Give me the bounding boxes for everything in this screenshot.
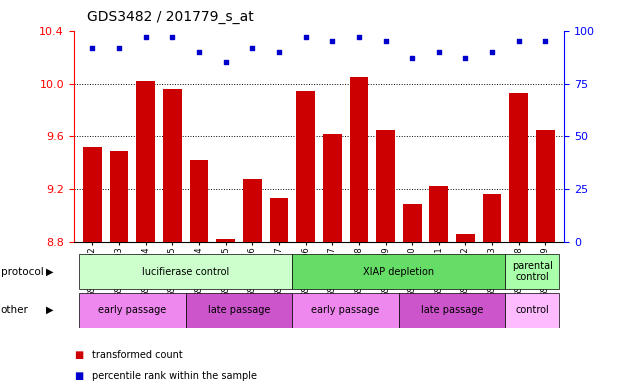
- Bar: [506, 293, 559, 328]
- Point: [487, 49, 497, 55]
- Text: early passage: early passage: [312, 305, 379, 315]
- Bar: [79, 293, 186, 328]
- Point: [540, 38, 551, 44]
- Bar: [190, 160, 208, 242]
- Text: ▶: ▶: [46, 266, 54, 277]
- Bar: [456, 234, 475, 242]
- Point: [114, 45, 124, 51]
- Text: XIAP depletion: XIAP depletion: [363, 266, 435, 277]
- Point: [140, 34, 151, 40]
- Point: [221, 59, 231, 65]
- Point: [194, 49, 204, 55]
- Text: ■: ■: [74, 371, 83, 381]
- Bar: [216, 239, 235, 242]
- Bar: [243, 179, 262, 242]
- Bar: [349, 77, 368, 242]
- Bar: [429, 187, 448, 242]
- Point: [167, 34, 178, 40]
- Bar: [510, 93, 528, 242]
- Text: early passage: early passage: [98, 305, 167, 315]
- Bar: [270, 199, 288, 242]
- Bar: [323, 134, 342, 242]
- Text: ■: ■: [74, 350, 83, 360]
- Text: GDS3482 / 201779_s_at: GDS3482 / 201779_s_at: [87, 10, 253, 23]
- Point: [274, 49, 284, 55]
- Bar: [296, 91, 315, 242]
- Text: other: other: [1, 305, 28, 315]
- Point: [354, 34, 364, 40]
- Point: [460, 55, 470, 61]
- Text: late passage: late passage: [421, 305, 483, 315]
- Bar: [110, 151, 128, 242]
- Bar: [506, 254, 559, 289]
- Bar: [403, 204, 422, 242]
- Point: [87, 45, 97, 51]
- Point: [434, 49, 444, 55]
- Point: [380, 38, 390, 44]
- Text: percentile rank within the sample: percentile rank within the sample: [92, 371, 256, 381]
- Bar: [163, 89, 181, 242]
- Point: [301, 34, 311, 40]
- Point: [407, 55, 417, 61]
- Bar: [137, 81, 155, 242]
- Bar: [376, 130, 395, 242]
- Text: parental
control: parental control: [512, 261, 553, 283]
- Text: protocol: protocol: [1, 266, 44, 277]
- Bar: [292, 293, 399, 328]
- Bar: [83, 147, 102, 242]
- Bar: [536, 130, 554, 242]
- Bar: [292, 254, 506, 289]
- Point: [327, 38, 337, 44]
- Point: [247, 45, 258, 51]
- Bar: [79, 254, 292, 289]
- Bar: [399, 293, 506, 328]
- Text: late passage: late passage: [208, 305, 270, 315]
- Text: lucifierase control: lucifierase control: [142, 266, 229, 277]
- Text: transformed count: transformed count: [92, 350, 183, 360]
- Bar: [483, 194, 501, 242]
- Bar: [186, 293, 292, 328]
- Text: control: control: [515, 305, 549, 315]
- Text: ▶: ▶: [46, 305, 54, 315]
- Point: [513, 38, 524, 44]
